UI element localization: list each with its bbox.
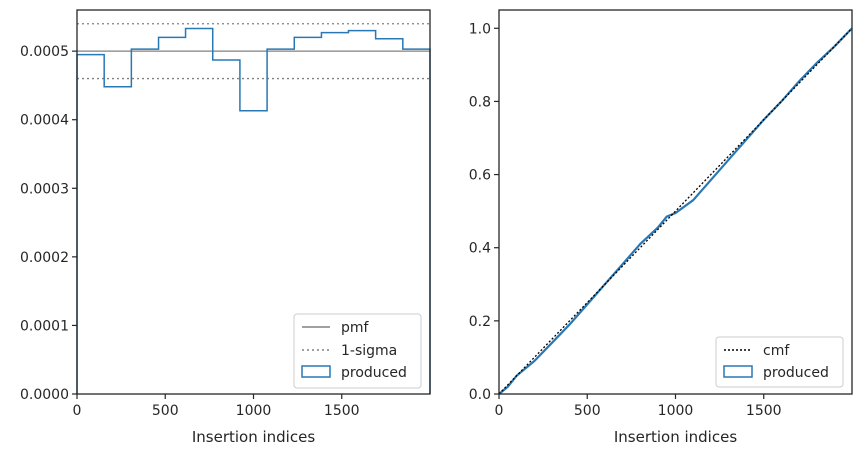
y-tick-label: 0.0005 — [20, 44, 69, 60]
cmf-plot-area — [498, 27, 853, 395]
pmf-axes-frame — [76, 9, 431, 395]
x-tick-label: 0 — [495, 403, 504, 419]
y-tick-label: 0.0000 — [20, 387, 69, 403]
pmf-x-axis-label: Insertion indices — [192, 428, 315, 446]
legend-produced-label: produced — [341, 365, 407, 381]
pmf-chart: 0.0000 0.0001 0.0002 0.0003 0.0004 0.0005 0 50… — [20, 9, 431, 446]
legend-sigma-label: 1-sigma — [341, 343, 397, 359]
pmf-legend: pmf 1-sigma produced — [293, 313, 422, 389]
y-tick-label: 0.8 — [469, 94, 491, 110]
produced-step-histogram — [76, 27, 431, 394]
y-tick-label: 0.0001 — [20, 318, 69, 334]
x-tick-label: 500 — [574, 403, 601, 419]
x-tick-label: 1000 — [236, 403, 272, 419]
legend-pmf-label: pmf — [341, 320, 370, 336]
y-tick-label: 1.0 — [469, 21, 491, 37]
cmf-y-ticks: 0.0 0.2 0.4 0.6 0.8 1.0 — [469, 21, 499, 403]
cmf-chart: 0.0 0.2 0.4 0.6 0.8 1.0 0 500 1000 1500 Insertio… — [469, 9, 853, 446]
produced-cumulative-line — [498, 27, 853, 395]
pmf-y-ticks: 0.0000 0.0001 0.0002 0.0003 0.0004 0.0005 — [20, 44, 77, 403]
cmf-axes-frame — [498, 9, 853, 395]
pmf-x-ticks: 0 500 1000 1500 — [73, 394, 360, 419]
x-tick-label: 1500 — [746, 403, 782, 419]
y-tick-label: 0.0003 — [20, 181, 69, 197]
legend-produced-swatch — [301, 365, 331, 378]
legend-produced-swatch — [723, 365, 753, 378]
y-tick-label: 0.6 — [469, 168, 491, 184]
cmf-line — [498, 27, 853, 395]
cmf-legend: cmf produced — [715, 336, 844, 388]
x-tick-label: 0 — [73, 403, 82, 419]
y-tick-label: 0.2 — [469, 314, 491, 330]
x-tick-label: 1000 — [658, 403, 694, 419]
y-tick-label: 0.0002 — [20, 250, 69, 266]
y-tick-label: 0.4 — [469, 241, 491, 257]
legend-cmf-label: cmf — [763, 343, 790, 359]
x-tick-label: 500 — [152, 403, 179, 419]
pmf-legend-frame — [293, 313, 422, 389]
cmf-x-ticks: 0 500 1000 1500 — [495, 394, 782, 419]
y-tick-label: 0.0 — [469, 387, 491, 403]
x-tick-label: 1500 — [324, 403, 360, 419]
legend-produced-label: produced — [763, 365, 829, 381]
cmf-x-axis-label: Insertion indices — [614, 428, 737, 446]
cmf-legend-frame — [715, 336, 844, 388]
y-tick-label: 0.0004 — [20, 113, 69, 129]
pmf-plot-area — [76, 23, 431, 394]
